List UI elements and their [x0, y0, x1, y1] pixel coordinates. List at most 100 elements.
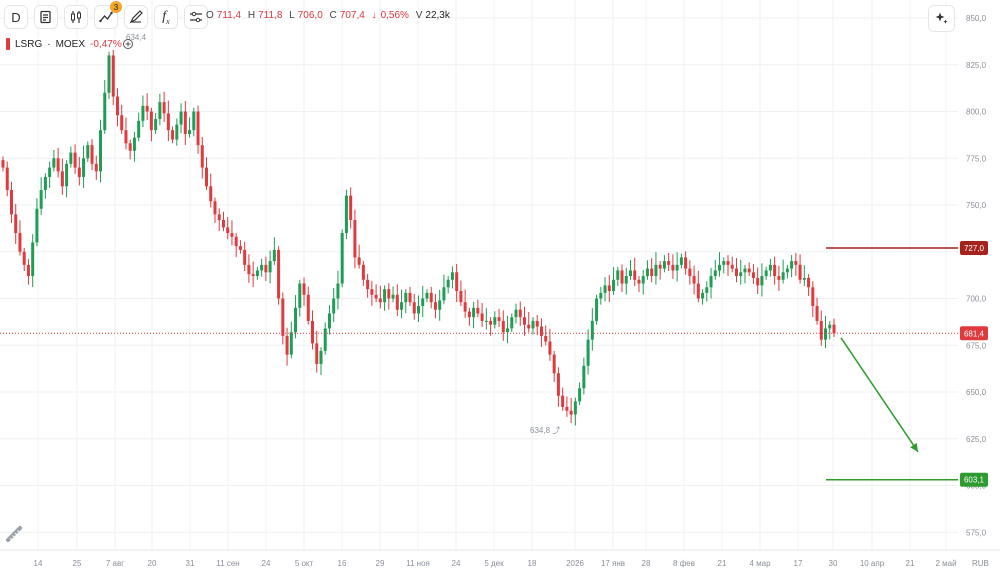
candle-body: [556, 373, 560, 396]
x-tick-label: 17 янв: [601, 559, 625, 568]
x-tick-label: 7 авг: [106, 559, 124, 568]
candle-body: [463, 302, 467, 312]
candle-body: [107, 55, 111, 93]
y-tick-label: 750,0: [966, 201, 987, 210]
price-label-current: 681,4: [964, 329, 985, 338]
candle-body: [688, 268, 692, 277]
y-tick-label: 625,0: [966, 435, 987, 444]
candle-body: [484, 320, 488, 322]
x-tick-label: 11 сен: [216, 559, 239, 568]
candle-body: [756, 277, 760, 286]
candle-body: [493, 317, 497, 325]
candle-body: [374, 294, 378, 299]
candle-body: [166, 113, 170, 131]
candle-body: [645, 268, 649, 277]
high-label: H: [247, 10, 256, 21]
x-tick-label: 16: [338, 559, 347, 568]
candle-body: [785, 268, 789, 273]
candle-body: [378, 298, 382, 303]
candle-body: [565, 406, 569, 411]
candle-body: [760, 276, 764, 286]
candle-body: [790, 261, 794, 269]
candle-body: [149, 111, 153, 131]
x-tick-label: 11 ноя: [406, 559, 430, 568]
candle-body: [459, 291, 463, 303]
candle-body: [285, 335, 289, 355]
indicators-button[interactable]: 3: [94, 1, 122, 29]
candle-body: [412, 302, 416, 314]
candle-body: [472, 307, 476, 318]
candle-body: [539, 326, 543, 336]
candle-body: [205, 167, 209, 187]
candle-body: [226, 227, 230, 234]
candle-body: [196, 111, 200, 146]
candles-button[interactable]: [64, 5, 88, 29]
x-tick-label: 10 апр: [860, 559, 885, 568]
low-label: L: [289, 10, 295, 21]
candle-body: [450, 272, 454, 280]
candle-body: [52, 158, 56, 168]
functions-button[interactable]: fx: [154, 5, 178, 29]
candle-body: [768, 264, 772, 271]
candle-body: [518, 309, 522, 318]
drawing-tools-button[interactable]: [124, 5, 148, 29]
candle-body: [383, 289, 387, 303]
open-value: 711,4: [216, 10, 242, 21]
x-tick-label: 25: [73, 559, 82, 568]
candle-body: [811, 287, 815, 306]
candle-body: [455, 272, 459, 292]
candle-body: [425, 292, 429, 299]
candle-body: [188, 130, 192, 134]
candle-body: [633, 270, 637, 280]
period-button[interactable]: D: [4, 5, 28, 29]
settings-button[interactable]: [184, 5, 208, 29]
period-label: D: [11, 9, 21, 25]
y-tick-label: 675,0: [966, 341, 987, 350]
candle-body: [582, 365, 586, 389]
candle-body: [115, 96, 119, 116]
open-label: O: [206, 10, 214, 21]
candle-body: [802, 277, 806, 280]
candle-body: [730, 264, 734, 269]
high-value: 711,8: [258, 10, 283, 21]
candle-body: [349, 195, 353, 220]
ruler-tool-button[interactable]: [4, 524, 24, 549]
candle-body: [22, 251, 26, 265]
x-tick-label: 30: [829, 559, 838, 568]
candle-body: [417, 305, 420, 314]
ai-assistant-button[interactable]: [928, 5, 955, 32]
close-label: C: [329, 10, 337, 21]
candle-body: [14, 214, 18, 234]
candle-body: [751, 272, 755, 278]
candle-body: [272, 249, 276, 262]
chart-type-button[interactable]: [34, 5, 58, 29]
candle-body: [336, 283, 340, 299]
candle-body: [718, 264, 722, 271]
candle-body: [175, 124, 179, 140]
candle-body: [815, 305, 819, 321]
candle-body: [1, 160, 5, 168]
candle-body: [442, 287, 446, 301]
symbol-legend[interactable]: LSRG · MOEX -0,47%: [6, 38, 122, 50]
candle-body: [764, 270, 768, 277]
candle-body: [281, 298, 285, 336]
x-tick-label: 18: [528, 559, 537, 568]
candle-body: [183, 111, 187, 134]
candle-body: [306, 294, 310, 321]
candle-body: [77, 167, 81, 177]
candle-body: [616, 270, 620, 280]
candle-body: [238, 246, 242, 250]
candle-body: [5, 167, 9, 191]
candle-body: [544, 335, 548, 342]
x-tick-label: 28: [642, 559, 651, 568]
candle-body: [586, 339, 590, 366]
candle-body: [128, 143, 132, 151]
candle-body: [344, 195, 348, 234]
candle-body: [590, 320, 594, 340]
y-tick-label: 575,0: [966, 528, 987, 537]
candle-body: [103, 92, 107, 131]
candle-body: [446, 279, 450, 288]
candle-body: [467, 311, 471, 318]
